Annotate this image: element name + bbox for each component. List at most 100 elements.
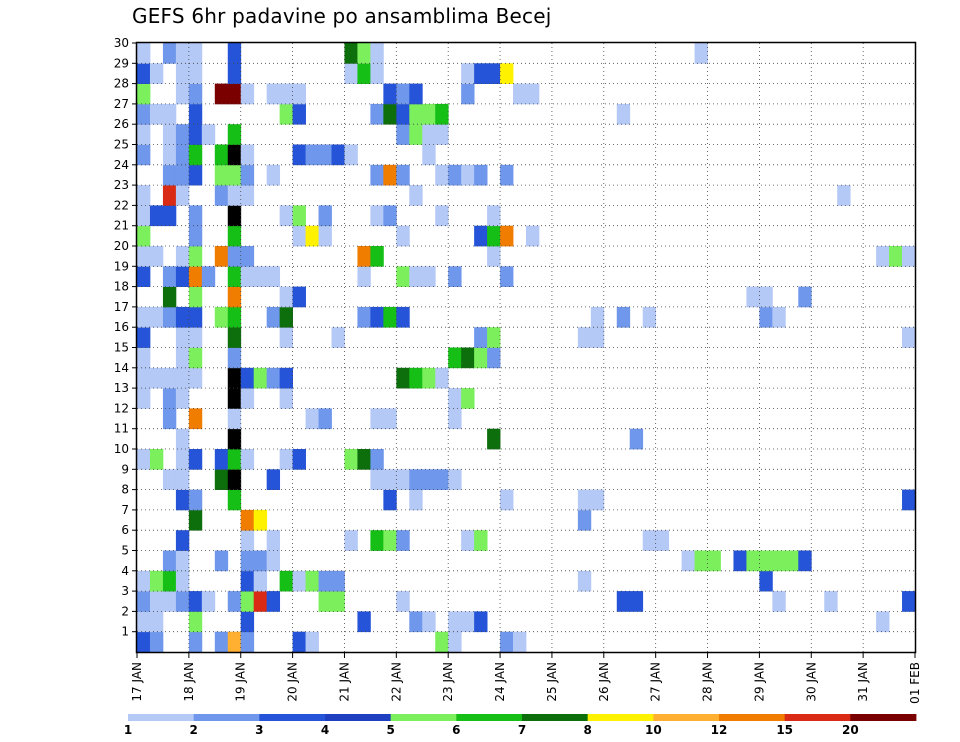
heatmap-cell [188,225,203,247]
heatmap-cell [266,550,281,572]
heatmap-cell [383,489,397,511]
heatmap-cell [175,489,190,511]
y-tick-label: 18 [114,280,129,294]
heatmap-cell [137,124,151,145]
heatmap-cell [370,246,384,267]
heatmap-cell [188,306,203,328]
legend-swatch [850,714,917,721]
heatmap-cell [240,591,255,612]
legend-label: 2 [189,723,197,737]
y-tick-label: 27 [114,97,129,111]
heatmap-cell [759,550,773,572]
heatmap-cell [149,591,164,612]
heatmap-cell [188,144,203,166]
heatmap-cell [240,164,255,186]
y-tick-label: 4 [121,564,129,578]
heatmap-cell [409,83,423,105]
heatmap-cell [240,144,255,166]
heatmap-cell [318,144,332,166]
heatmap-cell [279,449,293,470]
heatmap-cell [577,327,592,348]
heatmap-cell [227,43,242,64]
heatmap-cell [292,103,306,125]
heatmap-cell [240,367,255,389]
heatmap-cell [240,246,255,267]
heatmap-cell [824,591,838,612]
heatmap-cell [227,124,242,145]
heatmap-cell [448,164,462,186]
heatmap-cell [227,246,242,267]
heatmap-cell [149,631,164,653]
heatmap-cell [487,428,501,450]
x-tick-label: 27 JAN [649,662,663,702]
heatmap-cell [162,266,177,287]
heatmap-cell [149,103,164,125]
heatmap-cell [149,246,164,267]
y-tick-label: 12 [114,401,129,415]
heatmap-cell [876,611,890,633]
heatmap-cell [409,266,423,287]
heatmap-cell [149,449,164,470]
heatmap-cell [409,124,423,145]
heatmap-cell [396,306,410,328]
heatmap-cell [175,367,190,389]
heatmap-cell [266,164,281,186]
heatmap-cell [175,327,190,348]
heatmap-cell [175,83,190,105]
heatmap-cell [227,347,242,369]
heatmap-cell [175,124,190,145]
heatmap-cell [227,63,242,84]
x-tick-label: 31 JAN [856,662,870,702]
legend: 1 2 3 4 5 6 7 8 10 12 15 20 [124,714,917,737]
heatmap-cell [214,631,229,653]
heatmap-cell [370,306,384,328]
heatmap-cell [474,164,488,186]
heatmap-cell [370,103,384,125]
heatmap-cell [201,124,216,145]
heatmap-cell [188,631,203,653]
heatmap-cell [435,367,449,389]
x-tick-label: 22 JAN [389,662,403,702]
heatmap-cell [279,388,293,409]
heatmap-cell [188,286,203,308]
heatmap-cell [642,530,657,551]
heatmap-cell [331,591,345,612]
heatmap-cell [902,591,916,612]
legend-label: 12 [711,723,728,737]
legend-swatch [193,714,260,721]
heatmap-cell [175,449,190,470]
y-tick-label: 9 [121,462,129,476]
heatmap-cell [175,530,190,551]
heatmap-cell [448,388,462,409]
heatmap-cell [240,570,255,592]
heatmap-cell [422,144,436,166]
legend-label: 7 [518,723,526,737]
legend-swatch [128,714,195,721]
heatmap-cell [474,347,488,369]
heatmap-cell [305,570,319,592]
heatmap-cell [577,489,592,511]
y-tick-label: 19 [114,259,129,273]
heatmap-cell [162,205,177,227]
heatmap-cell [370,469,384,490]
heatmap-cell [227,428,242,450]
y-tick-label: 5 [121,544,129,558]
heatmap-cell [513,83,527,105]
heatmap-cell [227,489,242,511]
y-tick-label: 8 [121,483,129,497]
heatmap-cell [149,367,164,389]
heatmap-cell [188,449,203,470]
heatmap-cell [629,591,644,612]
heatmap-cell [279,306,293,328]
heatmap-cell [383,164,397,186]
heatmap-cell [240,388,255,409]
heatmap-cell [383,83,397,105]
heatmap-cell [175,550,190,572]
heatmap-cell [188,611,203,633]
heatmap-cell [175,306,190,328]
heatmap-cell [500,63,514,84]
heatmap-cell [227,266,242,287]
heatmap-cell [474,530,488,551]
legend-swatch [587,714,654,721]
heatmap-cell [137,591,151,612]
